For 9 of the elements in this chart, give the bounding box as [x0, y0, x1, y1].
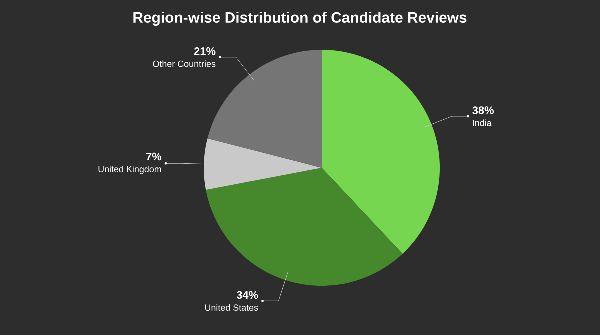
data-label: 34%	[236, 291, 258, 300]
data-label: 21%	[194, 48, 216, 56]
data-label: 7%	[146, 152, 162, 161]
slice-label: United Kingdom	[98, 166, 162, 174]
data-label: 38%	[472, 106, 494, 114]
slice-label: Other Countries	[153, 60, 216, 68]
chart-title: Region-wise Distribution of Candidate Reviews	[134, 12, 467, 26]
slice-label: United States	[205, 304, 258, 312]
slice-label: India	[473, 120, 492, 126]
